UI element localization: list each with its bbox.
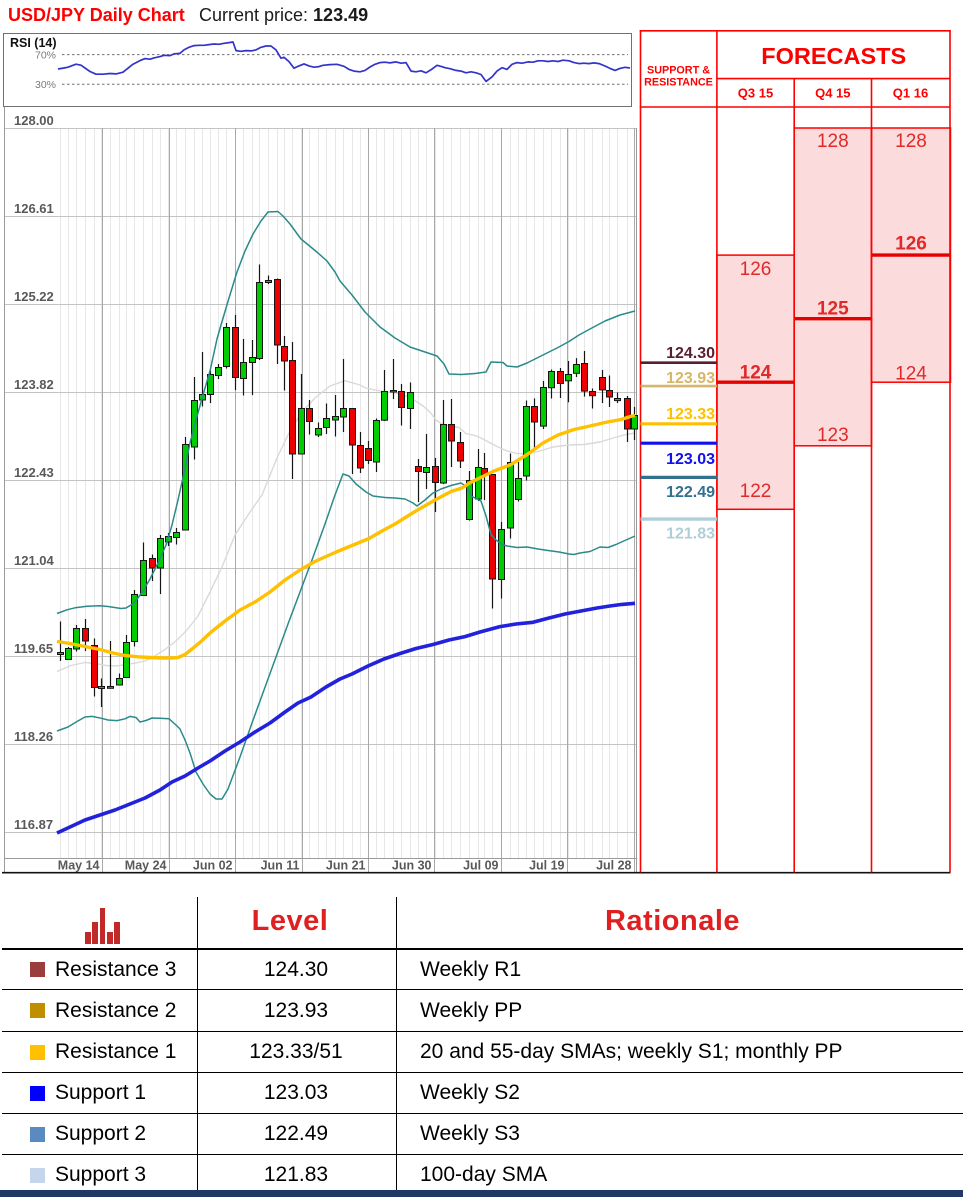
svg-text:116.87: 116.87 (14, 817, 53, 832)
svg-text:119.65: 119.65 (14, 641, 53, 656)
svg-text:125.22: 125.22 (14, 289, 54, 304)
svg-text:123.03: 123.03 (666, 451, 715, 468)
svg-text:123.82: 123.82 (14, 377, 54, 392)
svg-text:Q1 16: Q1 16 (893, 86, 928, 101)
svg-text:124: 124 (740, 363, 772, 384)
svg-text:123: 123 (817, 425, 849, 446)
svg-text:125: 125 (817, 299, 849, 320)
svg-text:May 24: May 24 (125, 859, 167, 873)
svg-text:124: 124 (895, 364, 927, 385)
svg-text:122.49: 122.49 (666, 484, 715, 501)
svg-text:128: 128 (817, 131, 849, 152)
svg-text:126: 126 (740, 259, 772, 280)
svg-text:122: 122 (740, 481, 772, 502)
svg-text:30%: 30% (35, 79, 56, 91)
svg-text:FORECASTS: FORECASTS (761, 43, 906, 69)
svg-text:128.00: 128.00 (14, 113, 54, 128)
svg-text:May 14: May 14 (58, 859, 100, 873)
svg-text:Q3 15: Q3 15 (738, 86, 773, 101)
svg-text:Jul 09: Jul 09 (463, 859, 498, 873)
svg-text:Jun 21: Jun 21 (326, 859, 366, 873)
svg-text:SUPPORT &: SUPPORT & (647, 65, 710, 77)
svg-text:Jul 19: Jul 19 (529, 859, 564, 873)
svg-text:Jun 11: Jun 11 (261, 859, 300, 873)
svg-text:123.93: 123.93 (666, 370, 715, 387)
svg-text:128: 128 (895, 131, 927, 152)
svg-text:123.33: 123.33 (666, 406, 715, 423)
svg-text:122.43: 122.43 (14, 465, 54, 480)
svg-text:Q4 15: Q4 15 (815, 86, 850, 101)
svg-text:118.26: 118.26 (14, 729, 53, 744)
svg-text:Jul 28: Jul 28 (596, 859, 631, 873)
svg-text:RESISTANCE: RESISTANCE (644, 77, 713, 89)
svg-text:121.83: 121.83 (666, 526, 715, 543)
svg-text:126.61: 126.61 (14, 201, 54, 216)
svg-text:Jun 30: Jun 30 (392, 859, 432, 873)
svg-text:Jun 02: Jun 02 (193, 859, 233, 873)
svg-text:121.04: 121.04 (14, 553, 55, 568)
svg-text:70%: 70% (35, 49, 56, 61)
svg-text:RSI (14): RSI (14) (10, 36, 57, 50)
svg-text:124.30: 124.30 (666, 345, 715, 362)
svg-text:126: 126 (895, 234, 927, 255)
